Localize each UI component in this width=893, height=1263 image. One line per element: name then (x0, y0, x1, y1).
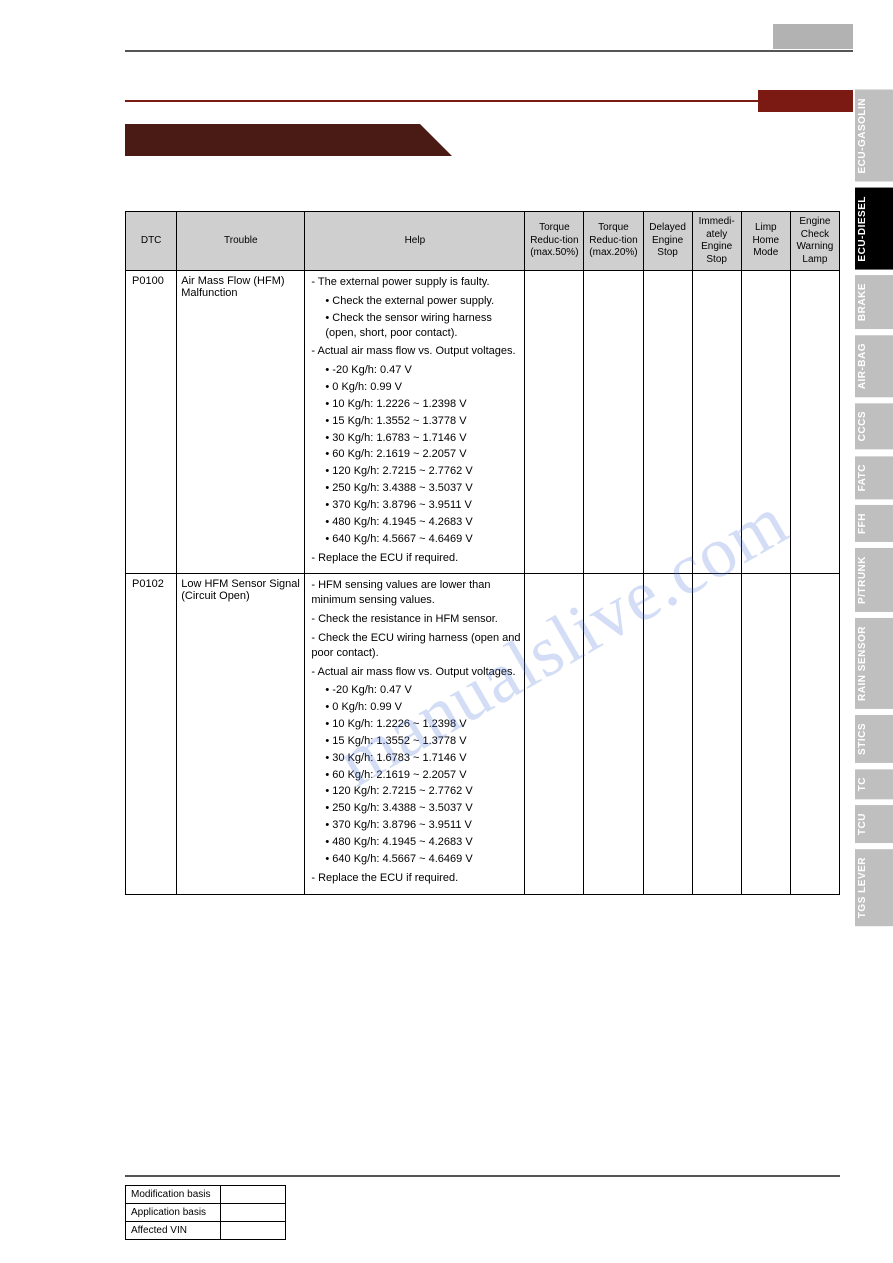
side-tab[interactable]: STICS (855, 715, 893, 763)
th-torque20: Torque Reduc-tion (max.20%) (584, 212, 643, 271)
side-tab[interactable]: FATC (855, 456, 893, 499)
side-tab[interactable]: TGS LEVER (855, 849, 893, 926)
page-content: DTC Trouble Help Torque Reduc-tion (max.… (0, 0, 893, 915)
dtc-table-body: P0100Air Mass Flow (HFM) MalfunctionThe … (126, 271, 840, 895)
cell-flag (584, 271, 643, 574)
help-item: Replace the ECU if required. (311, 871, 521, 886)
cell-trouble: Low HFM Sensor Signal (Circuit Open) (177, 574, 305, 894)
th-limp: Limp Home Mode (741, 212, 790, 271)
side-tab[interactable]: ECU-GASOLIN (855, 90, 893, 182)
footer-row: Modification basis (126, 1186, 286, 1204)
bottom-rule (125, 1175, 840, 1177)
side-tab[interactable]: ECU-DIESEL (855, 188, 893, 270)
cell-flag (790, 271, 839, 574)
footer-value (221, 1186, 286, 1204)
help-subitem: 0 Kg/h: 0.99 V (325, 380, 521, 395)
side-tab[interactable]: P/TRUNK (855, 548, 893, 612)
side-tabs: ECU-GASOLIN ECU-DIESEL BRAKE AIR-BAG CCCS FAT… (855, 90, 893, 927)
cell-flag (525, 271, 584, 574)
cell-help: HFM sensing values are lower than minimu… (305, 574, 525, 894)
help-subitem: 480 Kg/h: 4.1945 ~ 4.2683 V (325, 515, 521, 530)
cell-flag (525, 574, 584, 894)
footer-row: Application basis (126, 1204, 286, 1222)
help-item: The external power supply is faulty. (311, 275, 521, 290)
help-subitem: 10 Kg/h: 1.2226 ~ 1.2398 V (325, 717, 521, 732)
help-subitem: 120 Kg/h: 2.7215 ~ 2.7762 V (325, 784, 521, 799)
accent-block (758, 90, 853, 112)
help-item: Actual air mass flow vs. Output voltages… (311, 665, 521, 680)
th-torque50: Torque Reduc-tion (max.50%) (525, 212, 584, 271)
footer-value (221, 1222, 286, 1240)
cell-trouble: Air Mass Flow (HFM) Malfunction (177, 271, 305, 574)
help-item: Check the ECU wiring harness (open and p… (311, 631, 521, 661)
help-subitem: -20 Kg/h: 0.47 V (325, 363, 521, 378)
cell-flag (692, 574, 741, 894)
th-delayed: Delayed Engine Stop (643, 212, 692, 271)
side-tab[interactable]: TC (855, 769, 893, 799)
help-subitem: 370 Kg/h: 3.8796 ~ 3.9511 V (325, 498, 521, 513)
footer-label: Modification basis (126, 1186, 221, 1204)
section-banner (125, 124, 420, 156)
accent-row (125, 86, 853, 116)
cell-dtc: P0100 (126, 271, 177, 574)
help-subitem: 640 Kg/h: 4.5667 ~ 4.6469 V (325, 532, 521, 547)
help-subitem: 10 Kg/h: 1.2226 ~ 1.2398 V (325, 397, 521, 412)
header-grey-badge (773, 24, 853, 49)
help-subitem: 0 Kg/h: 0.99 V (325, 700, 521, 715)
help-subitem: 120 Kg/h: 2.7215 ~ 2.7762 V (325, 464, 521, 479)
cell-flag (692, 271, 741, 574)
cell-flag (584, 574, 643, 894)
help-subitem: 640 Kg/h: 4.5667 ~ 4.6469 V (325, 852, 521, 867)
help-subitem: 30 Kg/h: 1.6783 ~ 1.7146 V (325, 431, 521, 446)
cell-flag (643, 574, 692, 894)
footer-row: Affected VIN (126, 1222, 286, 1240)
th-check: Engine Check Warning Lamp (790, 212, 839, 271)
dtc-table: DTC Trouble Help Torque Reduc-tion (max.… (125, 211, 840, 895)
help-item: HFM sensing values are lower than minimu… (311, 578, 521, 608)
help-item: Check the resistance in HFM sensor. (311, 612, 521, 627)
side-tab[interactable]: BRAKE (855, 275, 893, 329)
help-subitem: 60 Kg/h: 2.1619 ~ 2.2057 V (325, 768, 521, 783)
help-subitem: 15 Kg/h: 1.3552 ~ 1.3778 V (325, 734, 521, 749)
help-subitem: 370 Kg/h: 3.8796 ~ 3.9511 V (325, 818, 521, 833)
help-sublist: -20 Kg/h: 0.47 V 0 Kg/h: 0.99 V 10 Kg/h: 1… (311, 363, 521, 546)
help-item: Actual air mass flow vs. Output voltages… (311, 344, 521, 359)
cell-dtc: P0102 (126, 574, 177, 894)
side-tab[interactable]: AIR-BAG (855, 335, 893, 397)
footer-table: Modification basisApplication basisAffec… (125, 1185, 286, 1240)
cell-flag (643, 271, 692, 574)
help-subitem: -20 Kg/h: 0.47 V (325, 683, 521, 698)
footer-label: Application basis (126, 1204, 221, 1222)
dtc-table-head: DTC Trouble Help Torque Reduc-tion (max.… (126, 212, 840, 271)
cell-help: The external power supply is faulty. Chec… (305, 271, 525, 574)
help-subitem: 30 Kg/h: 1.6783 ~ 1.7146 V (325, 751, 521, 766)
help-subitem: 250 Kg/h: 3.4388 ~ 3.5037 V (325, 801, 521, 816)
top-rule (125, 50, 853, 82)
th-dtc: DTC (126, 212, 177, 271)
help-subitem: 480 Kg/h: 4.1945 ~ 4.2683 V (325, 835, 521, 850)
accent-rule (125, 100, 853, 102)
side-tab[interactable]: TCU (855, 805, 893, 843)
help-subitem: 250 Kg/h: 3.4388 ~ 3.5037 V (325, 481, 521, 496)
side-tab[interactable]: FFH (855, 505, 893, 542)
cell-flag (741, 574, 790, 894)
help-subitem: Check the sensor wiring harness (open, s… (325, 311, 521, 341)
th-trouble: Trouble (177, 212, 305, 271)
side-tab[interactable]: RAIN SENSOR (855, 618, 893, 709)
table-row: P0100Air Mass Flow (HFM) MalfunctionThe … (126, 271, 840, 574)
help-sublist: Check the external power supply. Check th… (311, 294, 521, 341)
help-sublist: -20 Kg/h: 0.47 V 0 Kg/h: 0.99 V 10 Kg/h: 1… (311, 683, 521, 866)
help-subitem: 60 Kg/h: 2.1619 ~ 2.2057 V (325, 447, 521, 462)
th-immediate: Immedi-ately Engine Stop (692, 212, 741, 271)
cell-flag (790, 574, 839, 894)
help-subitem: Check the external power supply. (325, 294, 521, 309)
footer-label: Affected VIN (126, 1222, 221, 1240)
cell-flag (741, 271, 790, 574)
help-item: Replace the ECU if required. (311, 551, 521, 566)
side-tab[interactable]: CCCS (855, 403, 893, 449)
th-help: Help (305, 212, 525, 271)
footer-value (221, 1204, 286, 1222)
table-row: P0102Low HFM Sensor Signal (Circuit Open… (126, 574, 840, 894)
help-subitem: 15 Kg/h: 1.3552 ~ 1.3778 V (325, 414, 521, 429)
